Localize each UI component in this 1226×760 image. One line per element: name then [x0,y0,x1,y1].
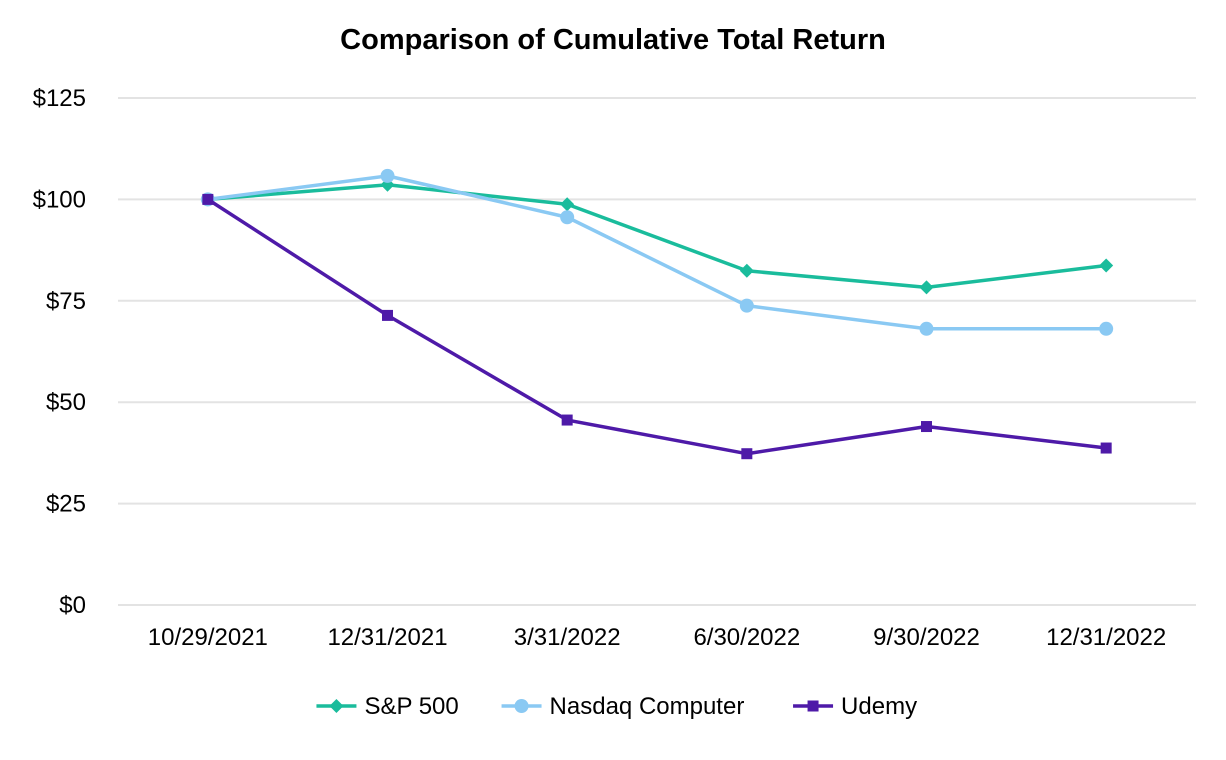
y-tick-label: $50 [46,389,86,416]
x-tick-label: 6/30/2022 [693,624,800,651]
x-tick-label: 3/31/2022 [514,624,621,651]
data-point [560,197,575,212]
data-point [1099,258,1114,273]
data-point [921,421,932,433]
legend-item-s-p-500: S&P 500 [316,693,459,720]
chart-title: Comparison of Cumulative Total Return [340,24,886,56]
data-point [1099,321,1114,336]
series-line [206,197,1107,456]
legend-label: Udemy [841,693,917,720]
y-tick-label: $125 [33,85,86,112]
data-point [919,321,934,336]
data-point [739,263,754,278]
legend-item-nasdaq-computer: Nasdaq Computer [501,693,745,720]
series-line [207,174,1107,331]
legend-marker [329,699,344,713]
x-tick-label: 9/30/2022 [873,624,980,651]
series-lines [200,168,1114,460]
series-s-p-500 [200,177,1114,295]
legend-marker [807,700,819,712]
data-point [561,414,573,426]
data-point [919,280,934,295]
data-point [741,448,753,460]
y-tick-label: $25 [46,491,86,518]
data-point [739,298,754,313]
x-tick-label: 10/29/2021 [148,624,268,651]
series-line [207,183,1107,290]
series-udemy [202,193,1112,460]
x-axis-ticks: 10/29/2021 12/31/2021 3/31/2022 6/30/2022 9/… [148,624,1166,651]
legend-item-udemy: Udemy [793,693,917,720]
legend-label: S&P 500 [364,693,458,720]
data-point [1100,442,1112,454]
data-point [380,168,395,183]
x-tick-label: 12/31/2022 [1046,624,1166,651]
gridlines [118,97,1196,606]
y-axis-ticks: $0 $25 $50 $75 $100 $125 [33,85,86,619]
series-nasdaq-computer [200,168,1114,336]
y-tick-label: $75 [46,288,86,315]
legend-label: Nasdaq Computer [550,693,745,720]
legend-marker [514,699,529,713]
legend: S&P 500 Nasdaq Computer Udemy [316,693,917,720]
y-tick-label: $0 [59,592,86,619]
x-tick-label: 12/31/2021 [327,624,447,651]
data-point [382,309,393,321]
y-tick-label: $100 [33,186,86,213]
data-point [560,210,575,225]
data-point [202,193,214,205]
